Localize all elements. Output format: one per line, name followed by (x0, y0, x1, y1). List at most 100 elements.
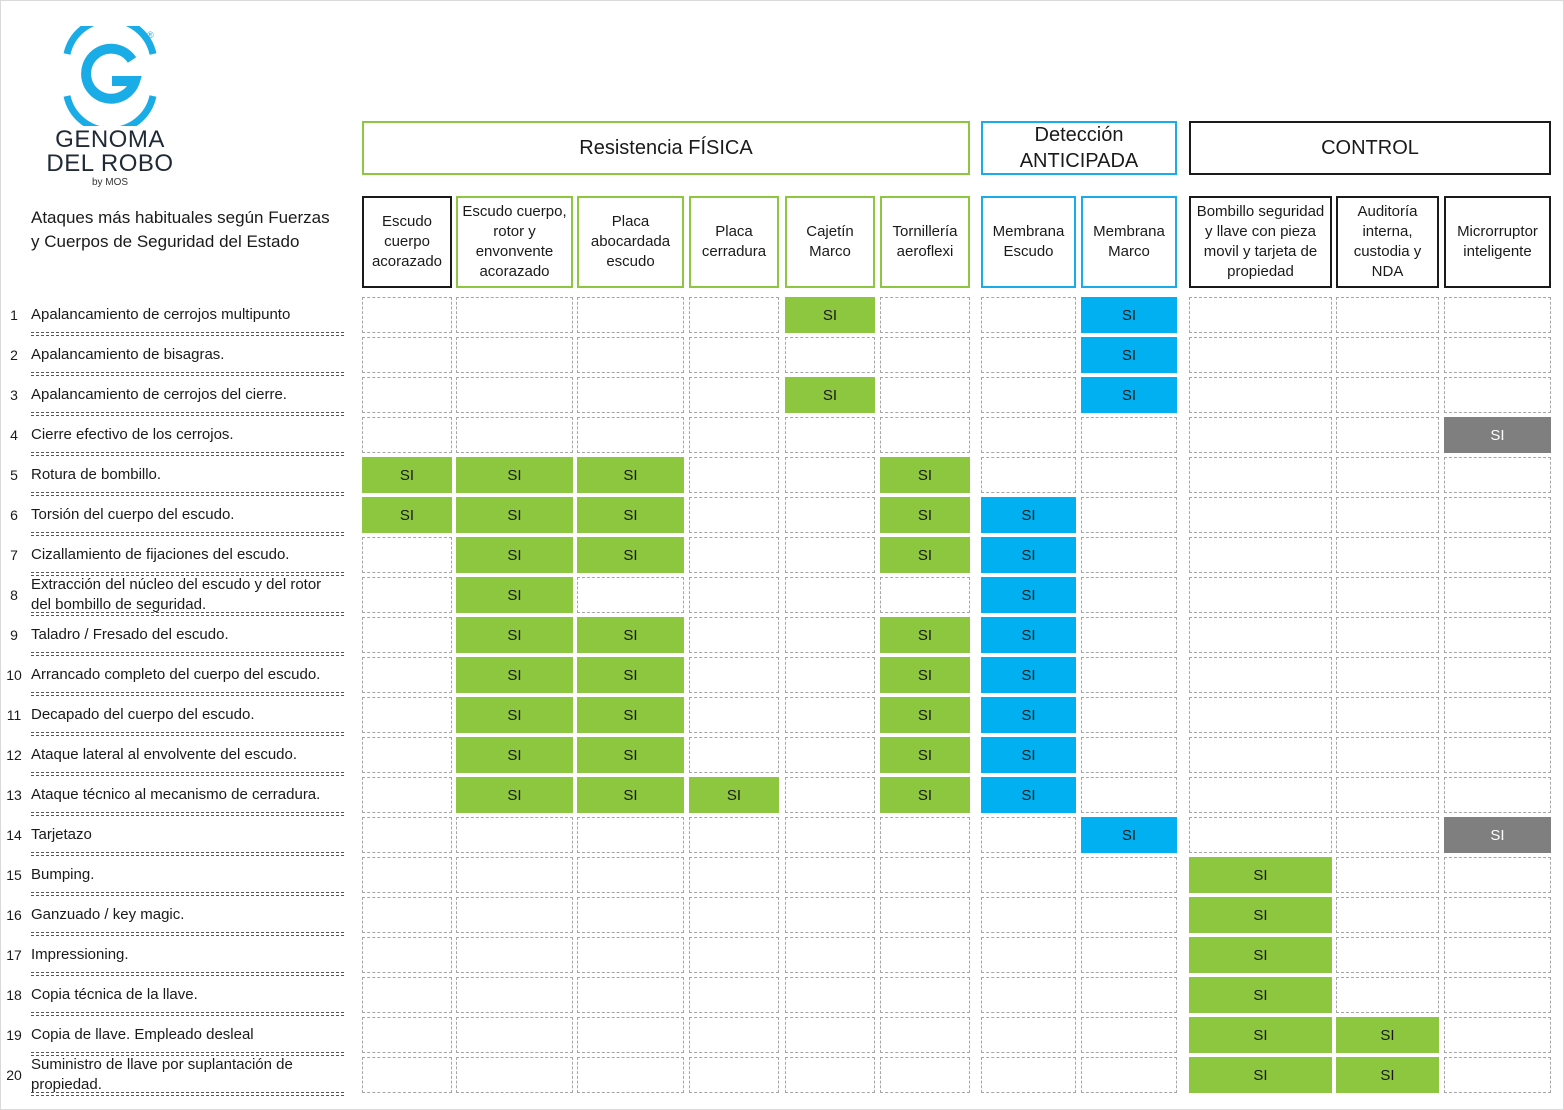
matrix-cell-si: SI (456, 457, 573, 493)
cell-value: SI (623, 706, 638, 724)
row-number: 10 (6, 667, 22, 683)
matrix-cell-empty (1444, 297, 1551, 333)
matrix-cell-empty (689, 337, 779, 373)
matrix-cell-empty (362, 777, 452, 813)
matrix-cell-empty (880, 857, 970, 893)
attack-label-text: Bumping. (31, 865, 95, 883)
matrix-cell-si: SI (577, 457, 684, 493)
column-header-5: Cajetín Marco (785, 196, 875, 288)
matrix-cell-empty (1444, 777, 1551, 813)
matrix-cell-empty (362, 737, 452, 773)
matrix-cell-empty (362, 817, 452, 853)
matrix-cell-si: SI (577, 617, 684, 653)
matrix-cell-empty (981, 417, 1076, 453)
group-resistencia-fisica: Resistencia FÍSICA (362, 121, 970, 175)
attack-label: Copia técnica de la llave. (31, 977, 344, 1016)
matrix-cell-empty (577, 817, 684, 853)
matrix-cell-empty (1444, 857, 1551, 893)
matrix-cell-empty (1081, 537, 1177, 573)
attack-label: Extracción del núcleo del escudo y del r… (31, 576, 344, 616)
matrix-cell-empty (362, 537, 452, 573)
matrix-cell-empty (1444, 737, 1551, 773)
attack-label: Ataque técnico al mecanismo de cerradura… (31, 777, 344, 816)
matrix-cell-empty (1081, 857, 1177, 893)
matrix-cell-empty (880, 1057, 970, 1093)
matrix-cell-empty (1336, 457, 1439, 493)
matrix-cell-empty (362, 977, 452, 1013)
matrix-cell-empty (981, 297, 1076, 333)
matrix-cell-empty (689, 1017, 779, 1053)
matrix-cell-empty (689, 417, 779, 453)
matrix-cell-si: SI (1444, 417, 1551, 453)
cell-value: SI (1253, 1066, 1268, 1084)
matrix-cell-empty (880, 377, 970, 413)
cell-value: SI (1490, 426, 1505, 444)
row-number: 11 (6, 707, 22, 723)
matrix-cell-empty (689, 497, 779, 533)
matrix-cell-si: SI (1081, 817, 1177, 853)
cell-value: SI (1121, 306, 1137, 324)
row-number: 8 (10, 587, 18, 603)
matrix-cell-empty (362, 377, 452, 413)
matrix-cell-empty (785, 497, 875, 533)
matrix-cell-empty (1444, 617, 1551, 653)
matrix-cell-empty (1189, 417, 1332, 453)
attack-label: Ataque lateral al envolvente del escudo. (31, 737, 344, 776)
cell-value: SI (1021, 746, 1036, 764)
matrix-cell-empty (785, 817, 875, 853)
matrix-cell-empty (1444, 497, 1551, 533)
matrix-cell-empty (456, 937, 573, 973)
matrix-cell-empty (1444, 1057, 1551, 1093)
matrix-cell-empty (981, 817, 1076, 853)
matrix-cell-si: SI (981, 697, 1076, 733)
matrix-cell-si: SI (1336, 1057, 1439, 1093)
cell-value: SI (507, 746, 522, 764)
matrix-cell-empty (1444, 1017, 1551, 1053)
cell-value: SI (623, 666, 638, 684)
attack-label-text: Decapado del cuerpo del escudo. (31, 705, 255, 723)
matrix-cell-empty (785, 617, 875, 653)
row-number: 16 (6, 907, 22, 923)
matrix-cell-empty (1081, 457, 1177, 493)
matrix-cell-empty (456, 817, 573, 853)
matrix-cell-si: SI (1189, 977, 1332, 1013)
matrix-cell-empty (1189, 497, 1332, 533)
row-number: 17 (6, 947, 22, 963)
matrix-cell-si: SI (1081, 297, 1177, 333)
matrix-cell-si: SI (981, 777, 1076, 813)
matrix-cell-empty (981, 977, 1076, 1013)
matrix-cell-empty (577, 1017, 684, 1053)
matrix-cell-empty (362, 857, 452, 893)
matrix-cell-si: SI (1189, 1017, 1332, 1053)
matrix-cell-empty (785, 417, 875, 453)
cell-value: SI (917, 546, 933, 564)
genoma-del-robo-logo: ® GENOMA DEL ROBO by MOS (40, 26, 190, 196)
cell-value: SI (917, 666, 933, 684)
matrix-cell-si: SI (577, 537, 684, 573)
cell-value: SI (1253, 866, 1268, 884)
matrix-cell-si: SI (880, 737, 970, 773)
matrix-cell-si: SI (1189, 937, 1332, 973)
matrix-cell-empty (456, 897, 573, 933)
attack-label-text: Ataque técnico al mecanismo de cerradura… (31, 785, 321, 803)
matrix-cell-si: SI (981, 577, 1076, 613)
matrix-cell-empty (689, 857, 779, 893)
matrix-cell-empty (785, 1017, 875, 1053)
matrix-cell-si: SI (456, 617, 573, 653)
cell-value: SI (917, 786, 933, 804)
matrix-cell-empty (456, 977, 573, 1013)
matrix-cell-si: SI (1189, 1057, 1332, 1093)
matrix-cell-empty (689, 977, 779, 1013)
cell-value: SI (1021, 706, 1036, 724)
row-number: 20 (6, 1067, 22, 1083)
row-number: 13 (6, 787, 22, 803)
matrix-cell-si: SI (785, 377, 875, 413)
cell-value: SI (623, 466, 638, 484)
column-header-3: Placa abocardada escudo (577, 196, 684, 288)
cell-value: SI (623, 546, 638, 564)
matrix-cell-empty (1189, 697, 1332, 733)
matrix-cell-empty (1336, 297, 1439, 333)
matrix-cell-empty (785, 697, 875, 733)
attack-label: Arrancado completo del cuerpo del escudo… (31, 657, 344, 696)
matrix-cell-empty (689, 617, 779, 653)
